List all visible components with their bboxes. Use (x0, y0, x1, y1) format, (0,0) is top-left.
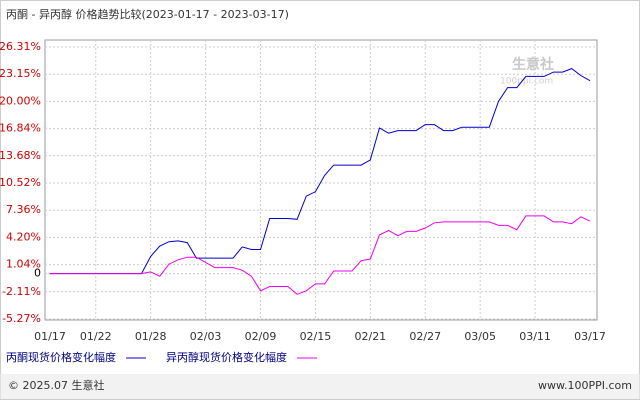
y-tick-label: 1.04% (6, 258, 41, 271)
footer-site: www.100PPI.com (538, 379, 632, 392)
x-tick-label: 02/09 (245, 330, 277, 343)
x-tick-label: 02/21 (354, 330, 386, 343)
y-tick-label: 16.84% (0, 122, 41, 135)
x-tick-label: 03/05 (464, 330, 496, 343)
y-tick-label: -2.11% (2, 285, 41, 298)
x-tick-label: 02/15 (300, 330, 332, 343)
y-tick-label: 0 (34, 267, 41, 280)
y-tick-label: 13.68% (0, 149, 41, 162)
y-tick-label: 26.31% (0, 40, 41, 53)
x-tick-label: 02/03 (190, 330, 222, 343)
watermark-brand: 生意社 (512, 56, 554, 73)
y-tick-label: -5.27% (2, 312, 41, 325)
y-tick-label: 20.00% (0, 94, 41, 107)
x-tick-label: 02/27 (409, 330, 441, 343)
x-tick-label: 01/17 (34, 330, 66, 343)
footer-band (0, 374, 640, 399)
legend-label: 丙酮现货价格变化幅度 (6, 350, 116, 364)
watermark-site: 100ppi.com (500, 77, 553, 87)
x-tick-label: 01/28 (135, 330, 167, 343)
legend-label: 异丙醇现货价格变化幅度 (166, 350, 287, 364)
footer-copyright: © 2025.07 生意社 (8, 378, 104, 392)
series-line (50, 215, 591, 295)
y-tick-label: 4.20% (6, 230, 41, 243)
plot-area (44, 39, 598, 321)
y-tick-label: 10.52% (0, 176, 41, 189)
x-tick-label: 03/11 (519, 330, 551, 343)
chart-title: 丙酮 - 异丙醇 价格趋势比较(2023-01-17 - 2023-03-17) (6, 7, 289, 21)
x-tick-label: 01/22 (80, 330, 112, 343)
y-tick-label: 23.15% (0, 67, 41, 80)
y-tick-label: 7.36% (6, 203, 41, 216)
x-tick-label: 03/17 (574, 330, 606, 343)
